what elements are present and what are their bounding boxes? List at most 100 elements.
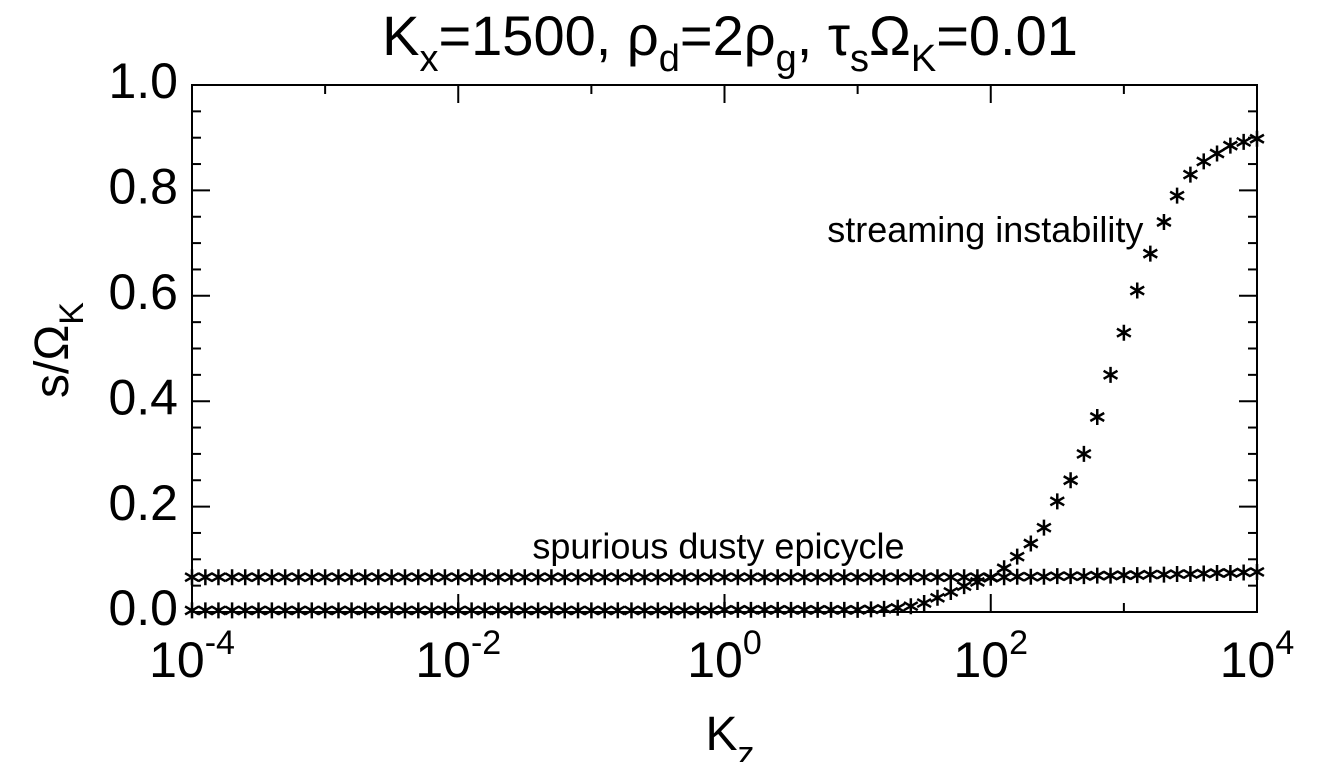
star-marker [450,569,466,586]
star-marker [929,569,946,586]
star-marker [583,602,599,619]
text-part: Ω [869,4,911,67]
star-marker [424,602,440,619]
star-marker [690,569,706,586]
chart-title: Kx=1500, ρd=2ρg, τsΩK=0.01 [382,4,1078,80]
star-marker [743,569,759,586]
y-tick-label: 0.2 [108,475,178,531]
star-marker [503,602,520,619]
text-part: K [705,708,737,761]
star-marker [184,569,200,586]
star-marker [237,602,253,619]
star-marker [783,601,799,618]
star-marker [863,601,879,618]
star-marker [317,602,333,619]
star-marker [197,602,213,619]
star-marker [490,602,506,619]
annotation: spurious dusty epicycle [532,525,904,566]
text-part: , τ [797,4,850,67]
star-marker [570,569,586,586]
star-marker [250,569,267,586]
star-marker [330,569,347,586]
text-part: 10 [1220,632,1276,688]
star-marker [916,569,932,586]
star-marker [757,601,773,618]
star-marker [1129,567,1145,584]
star-marker [543,602,559,619]
star-marker [1236,564,1252,581]
star-marker [290,569,307,586]
x-tick-label: 10-2 [415,624,501,688]
star-marker [344,602,360,619]
star-marker [210,569,226,586]
star-marker [730,601,746,618]
star-marker [277,569,293,586]
text-part: 10 [149,632,205,688]
star-marker [424,569,440,586]
star-marker [1049,568,1065,585]
script-text: -2 [471,624,501,662]
star-marker [916,595,932,612]
star-marker [410,602,426,619]
star-marker [1076,568,1092,585]
star-marker [184,602,200,619]
star-marker [517,602,533,619]
star-marker [1249,130,1265,147]
star-marker [703,569,719,586]
script-text: s [850,38,869,80]
star-marker [477,602,493,619]
star-marker [969,573,985,590]
y-tick-label: 0.6 [108,264,178,320]
x-tick-label: 104 [1220,624,1295,688]
star-marker [823,569,839,586]
star-marker [850,569,866,586]
text-part: 10 [415,632,471,688]
star-marker [716,601,733,618]
star-marker [437,569,453,586]
star-marker [237,569,253,586]
star-marker [557,569,573,586]
text-part: =0.01 [936,4,1078,67]
star-marker [543,569,559,586]
star-marker [796,569,812,586]
star-marker [330,602,347,619]
star-marker [943,583,959,600]
script-text: K [911,38,936,80]
star-marker [1049,493,1065,510]
star-marker [903,569,919,586]
star-marker [1169,187,1185,204]
star-marker [796,601,812,618]
star-marker [344,569,360,586]
star-marker [1169,566,1185,583]
star-marker [317,569,333,586]
y-tick-label: 0.8 [108,159,178,215]
star-marker [384,569,400,586]
star-marker [1023,535,1039,552]
script-text: 0 [743,624,762,662]
star-marker [623,569,640,586]
star-marker [597,569,613,586]
star-marker [1209,145,1225,162]
star-marker [1196,565,1212,582]
star-marker [1236,133,1252,150]
star-marker [530,602,546,619]
star-marker [1182,566,1198,583]
star-marker [876,569,892,586]
star-marker [929,589,946,606]
star-marker [264,602,280,619]
star-marker [384,602,400,619]
script-text: g [776,38,797,80]
star-marker [810,569,826,586]
star-marker [290,602,307,619]
star-marker [690,602,706,619]
star-marker [610,569,626,586]
star-marker [1023,568,1039,585]
star-marker [676,602,693,619]
star-marker [210,602,226,619]
star-marker [1116,567,1132,584]
star-marker [823,601,839,618]
star-marker [1009,568,1025,585]
star-marker [224,569,240,586]
star-marker [650,602,666,619]
star-marker [1063,568,1079,585]
